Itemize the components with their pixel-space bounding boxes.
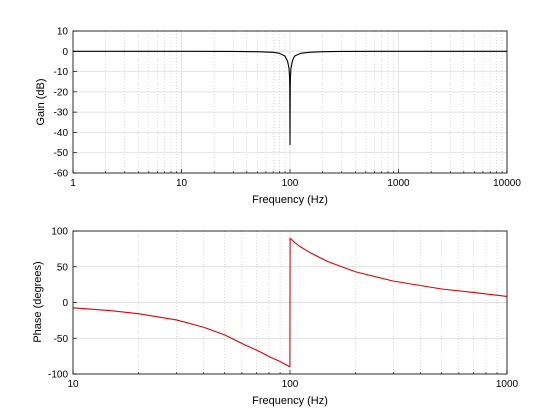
- phase-x-tick-label: 1000: [496, 379, 519, 390]
- phase-y-tick-label: 0: [62, 298, 68, 309]
- gain-y-tick-label: -60: [54, 169, 69, 180]
- gain-y-tick-label: -30: [54, 108, 69, 119]
- phase-x-tick-label: 10: [67, 379, 79, 390]
- gain-y-tick-label: -40: [54, 128, 69, 139]
- gain-ylabel: Gain (dB): [35, 78, 47, 125]
- gain-x-tick-label: 1000: [387, 178, 410, 189]
- gain-x-tick-label: 10000: [493, 178, 521, 189]
- phase-series-line: [72, 237, 508, 368]
- phase-plot: 10 100 1000 100 50 0 -50 -100 Frequency (Hz) Ph…: [32, 227, 519, 408]
- gain-x-tick-label: 100: [282, 178, 299, 189]
- gain-y-tick-label: 0: [62, 47, 68, 58]
- phase-y-tick-label: -50: [54, 334, 69, 345]
- gain-y-tick-label: -50: [54, 148, 69, 159]
- phase-xlabel: Frequency (Hz): [252, 395, 328, 407]
- phase-curve-group: [72, 237, 508, 368]
- gain-x-tick-label: 10: [176, 178, 188, 189]
- phase-y-tick-label: -100: [48, 370, 68, 381]
- gain-y-tick-label: -20: [54, 87, 69, 98]
- gain-y-tick-label: -10: [54, 67, 69, 78]
- phase-x-tick-label: 100: [282, 379, 299, 390]
- gain-xlabel: Frequency (Hz): [252, 194, 328, 206]
- gain-series-line: [73, 50, 507, 146]
- gain-y-tick-label: 10: [57, 27, 69, 38]
- phase-y-tick-label: 100: [51, 227, 68, 238]
- phase-ylabel: Phase (degrees): [32, 261, 44, 342]
- phase-y-tick-label: 50: [57, 262, 69, 273]
- gain-x-tick-label: 1: [70, 178, 76, 189]
- gain-curve-group: [73, 50, 507, 146]
- phase-ticks: 10 100 1000 100 50 0 -50 -100: [48, 227, 519, 391]
